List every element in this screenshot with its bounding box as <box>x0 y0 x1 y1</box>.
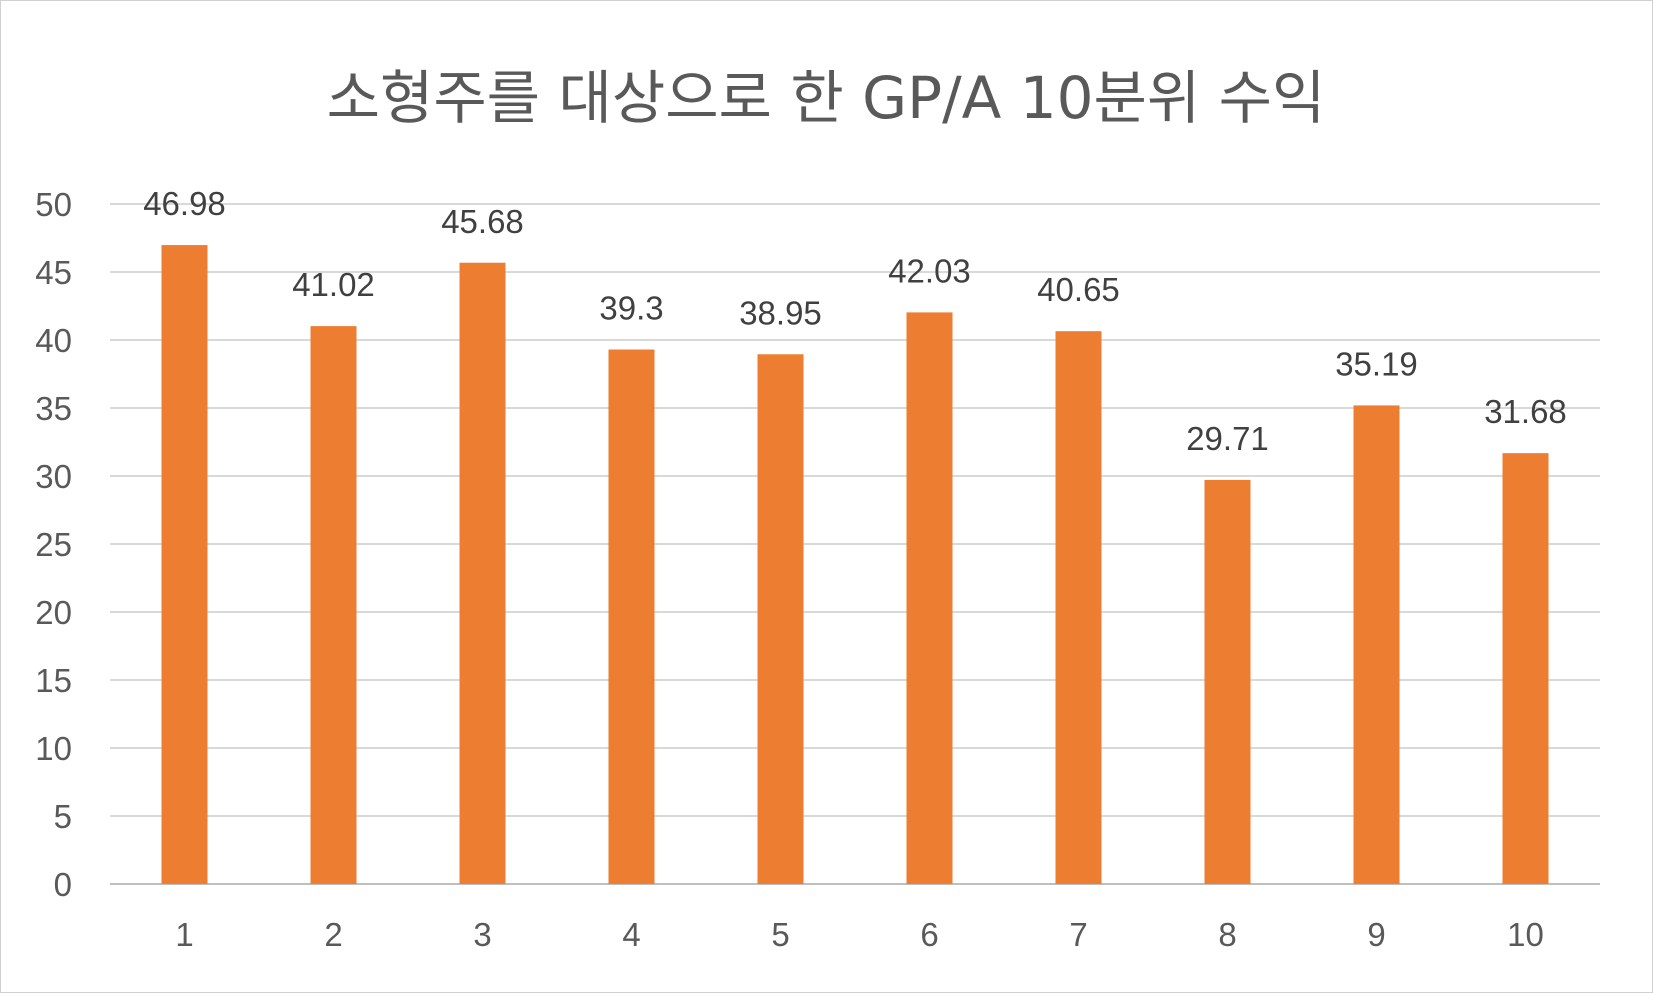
bar <box>1055 331 1102 884</box>
bar <box>1353 405 1400 884</box>
chart-title: 소형주를 대상으로 한 GP/A 10분위 수익 <box>327 64 1326 132</box>
bar <box>1204 479 1251 884</box>
bar <box>1502 453 1549 884</box>
data-label: 35.19 <box>1335 345 1418 382</box>
y-tick-label: 0 <box>54 866 72 903</box>
y-tick-label: 5 <box>54 798 72 835</box>
x-tick-label: 10 <box>1507 916 1544 953</box>
bar <box>310 326 357 884</box>
y-tick-label: 20 <box>35 594 72 631</box>
x-tick-label: 1 <box>175 916 193 953</box>
x-tick-label: 8 <box>1218 916 1236 953</box>
data-label: 31.68 <box>1484 393 1567 430</box>
bar <box>161 245 208 884</box>
x-tick-label: 5 <box>771 916 789 953</box>
data-label: 42.03 <box>888 252 971 289</box>
x-tick-label: 2 <box>324 916 342 953</box>
y-tick-label: 25 <box>35 526 72 563</box>
data-label: 41.02 <box>292 266 375 303</box>
data-label: 29.71 <box>1186 420 1269 457</box>
data-label: 46.98 <box>143 185 226 222</box>
data-label: 38.95 <box>739 294 822 331</box>
y-tick-label: 45 <box>35 254 72 291</box>
y-tick-label: 35 <box>35 390 72 427</box>
bar <box>757 354 804 884</box>
y-axis-ticks: 0 5 10 15 20 25 30 35 40 45 50 <box>35 186 72 903</box>
data-labels: 46.98 41.02 45.68 39.3 38.95 42.03 40.65 29.71 3… <box>143 185 1567 457</box>
x-tick-label: 3 <box>473 916 491 953</box>
x-tick-label: 4 <box>622 916 640 953</box>
x-tick-label: 9 <box>1367 916 1385 953</box>
bar <box>906 312 953 885</box>
y-tick-label: 15 <box>35 662 72 699</box>
x-tick-label: 6 <box>920 916 938 953</box>
gridlines <box>110 203 1600 885</box>
bars <box>161 245 1549 885</box>
y-tick-label: 30 <box>35 458 72 495</box>
data-label: 40.65 <box>1037 271 1120 308</box>
bar <box>608 349 655 884</box>
y-tick-label: 10 <box>35 730 72 767</box>
data-label: 45.68 <box>441 203 524 240</box>
data-label: 39.3 <box>599 290 663 327</box>
x-tick-label: 7 <box>1069 916 1087 953</box>
x-axis-ticks: 1 2 3 4 5 6 7 8 9 10 <box>175 916 1544 953</box>
bar <box>459 262 506 884</box>
y-tick-label: 50 <box>35 186 72 223</box>
y-tick-label: 40 <box>35 322 72 359</box>
